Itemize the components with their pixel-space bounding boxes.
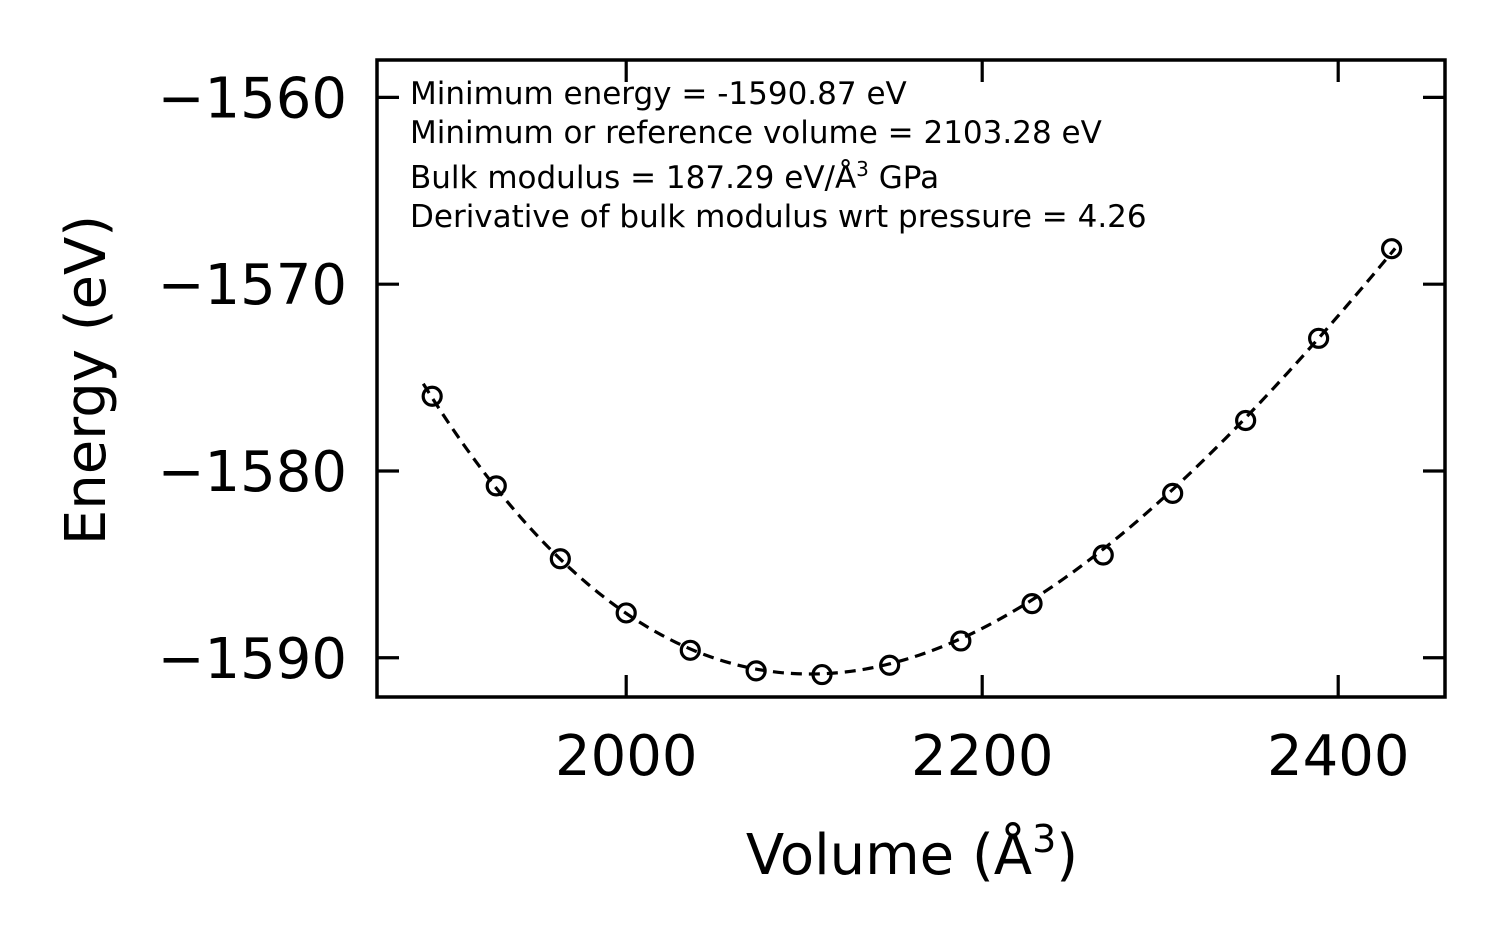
plot-frame: [375, 58, 1447, 699]
data-point: [950, 630, 972, 652]
y-tick-label: −1580: [158, 440, 347, 505]
data-point: [1380, 238, 1403, 260]
fit-curve: [421, 247, 1397, 676]
data-point: [1235, 409, 1257, 432]
annotation-bulk-derivative: Derivative of bulk modulus wrt pressure …: [410, 199, 1147, 235]
annotation-bulk-modulus: Bulk modulus = 187.29 eV/Å3 GPa: [410, 157, 939, 196]
y-axis-title: Energy (eV): [54, 215, 119, 545]
x-tick-label: 2200: [911, 724, 1054, 789]
data-point: [1308, 327, 1330, 349]
y-tick-labels: −1560 −1570 −1580 −1590: [158, 66, 347, 691]
x-axis-title-sup: 3: [1032, 817, 1056, 861]
data-point: [485, 475, 507, 497]
annotation-bulk-modulus-text: Bulk modulus = 187.29 eV/Å: [410, 160, 856, 196]
x-tick-labels: 2000 2200 2400: [555, 724, 1410, 789]
y-tick-label: −1570: [158, 253, 347, 318]
data-point: [811, 663, 833, 686]
data-point: [745, 660, 767, 682]
x-tick-label: 2000: [555, 724, 698, 789]
data-point: [1092, 544, 1114, 566]
x-axis-title-suffix: ): [1056, 823, 1078, 888]
annotation-bulk-modulus-suffix: GPa: [869, 160, 939, 196]
tick-marks-layer: [377, 60, 1445, 697]
data-point: [615, 602, 637, 624]
data-points-layer: [421, 238, 1403, 686]
x-axis-title-text: Volume (Å: [746, 822, 1032, 888]
data-point: [879, 654, 901, 676]
x-tick-label: 2400: [1267, 724, 1410, 789]
annotation-ref-volume: Minimum or reference volume = 2103.28 eV: [410, 115, 1102, 151]
annotation-min-energy: Minimum energy = -1590.87 eV: [410, 76, 907, 112]
data-point: [421, 385, 443, 407]
data-point: [549, 548, 571, 570]
y-tick-label: −1590: [158, 627, 347, 692]
data-point: [679, 639, 701, 661]
data-point: [1162, 482, 1184, 504]
x-axis-title: Volume (Å3): [746, 817, 1078, 888]
annotation-bulk-modulus-sup: 3: [856, 157, 869, 181]
data-point: [1021, 592, 1043, 615]
fit-curve-layer: [421, 247, 1397, 676]
y-tick-label: −1560: [158, 66, 347, 131]
